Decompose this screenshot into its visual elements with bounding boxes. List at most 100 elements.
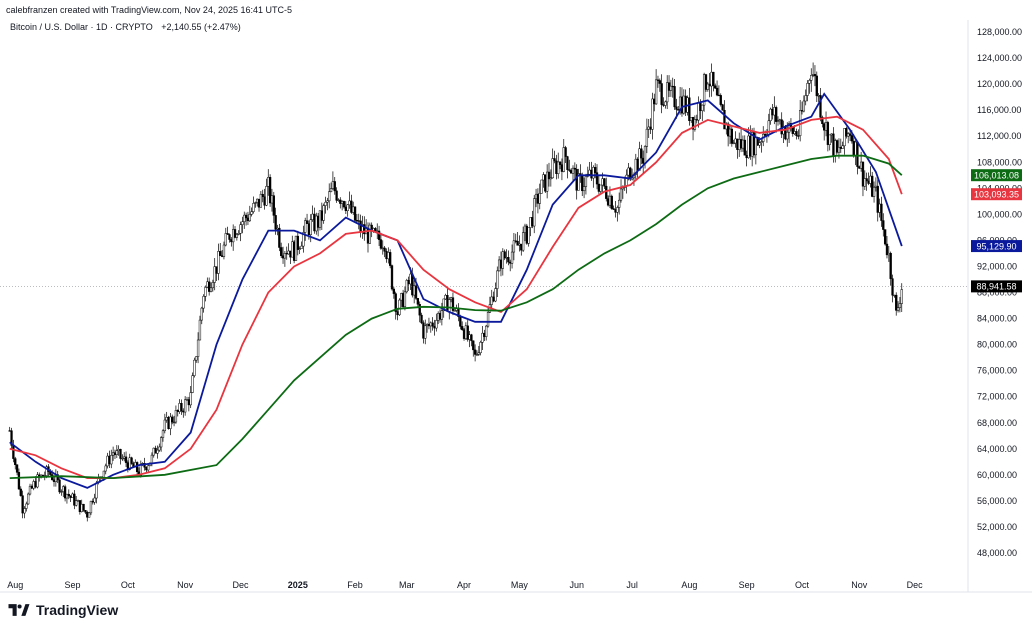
candle-body — [521, 232, 525, 251]
candle-body — [405, 280, 408, 293]
candle-body — [165, 417, 168, 421]
candle-body — [208, 281, 211, 292]
candle-body — [501, 251, 504, 269]
candle-body — [12, 445, 15, 459]
candle-body — [8, 430, 11, 432]
candle-body — [52, 479, 56, 482]
candle-body — [848, 133, 852, 136]
candle-body — [667, 82, 671, 91]
candle-body — [69, 495, 72, 498]
candle-body — [536, 193, 540, 204]
candle-body — [815, 75, 818, 97]
candle-body — [758, 142, 761, 146]
candle-body — [58, 479, 61, 493]
candle-body — [305, 220, 309, 224]
candle-body — [222, 244, 226, 257]
candle-body — [326, 200, 329, 203]
candle-body — [745, 154, 748, 159]
candle-body — [172, 421, 176, 424]
brand-name: TradingView — [36, 602, 119, 618]
candle-body — [78, 500, 82, 512]
candle-body — [614, 209, 617, 213]
candle-body — [195, 356, 198, 361]
candle-body — [509, 261, 512, 264]
candle-body — [313, 213, 316, 232]
candle-body — [339, 199, 342, 204]
candle-body — [145, 466, 148, 471]
candle-body — [835, 140, 839, 153]
candle-body — [398, 299, 401, 316]
price-tick-label: 68,000.00 — [977, 418, 1017, 428]
candle-body — [823, 123, 826, 131]
candle-body — [582, 186, 586, 192]
candle-body — [858, 166, 861, 169]
candle-body — [734, 138, 737, 144]
candle-body — [403, 291, 407, 307]
last-price-badge-label: 88,941.58 — [976, 282, 1016, 292]
candle-body — [636, 158, 639, 171]
candle-body — [17, 472, 21, 490]
price-tick-label: 124,000.00 — [977, 53, 1022, 63]
candle-body — [481, 332, 484, 343]
candle-body — [394, 293, 397, 312]
candle-body — [217, 251, 220, 274]
candle-body — [749, 135, 752, 157]
moving-average-line-3 — [9, 154, 903, 480]
candle-body — [110, 455, 113, 465]
candle-body — [230, 239, 233, 243]
moving-average-line-2 — [9, 115, 903, 479]
candle-body — [485, 325, 488, 337]
candle-body — [483, 332, 486, 337]
price-axis[interactable]: 128,000.00 124,000.00 120,000.00 116,000.00… — [977, 27, 1022, 558]
candle-body — [429, 322, 432, 327]
time-axis[interactable]: Aug Sep Oct Nov Dec 2025 Feb Mar Apr May Jun Jul Aug… — [7, 580, 923, 590]
candle-body — [21, 495, 24, 514]
price-tick-label: 48,000.00 — [977, 548, 1017, 558]
price-tick-label: 84,000.00 — [977, 314, 1017, 324]
candle-body — [121, 458, 124, 460]
candle-body — [828, 134, 831, 145]
candle-body — [603, 178, 606, 187]
price-change: +2,140.55 (+2.47%) — [161, 22, 241, 32]
candle-body — [813, 74, 817, 77]
candle-body — [865, 178, 868, 182]
candle-body — [311, 213, 314, 220]
candle-body — [867, 180, 870, 184]
candle-body — [147, 465, 150, 471]
candle-body — [778, 119, 782, 121]
symbol-legend[interactable]: Bitcoin / U.S. Dollar · 1D · CRYPTO +2,1… — [10, 22, 241, 32]
candle-body — [316, 215, 320, 228]
candle-body — [163, 419, 166, 432]
candle-body — [200, 307, 203, 321]
candle-body — [291, 241, 294, 258]
price-tick-label: 120,000.00 — [977, 79, 1022, 89]
candle-body — [446, 295, 449, 312]
candle-body — [688, 97, 691, 121]
candle-body — [113, 452, 117, 455]
candle-body — [390, 265, 394, 290]
candle-body — [449, 297, 453, 300]
candle-body — [193, 359, 196, 376]
candle-body — [67, 493, 70, 497]
candle-body — [499, 259, 503, 269]
candle-body — [843, 128, 846, 147]
candle-body — [605, 185, 608, 199]
candle-body — [732, 142, 735, 145]
candle-body — [169, 416, 172, 429]
candle-body — [468, 334, 471, 340]
candle-body — [182, 410, 185, 413]
candle-body — [874, 185, 878, 188]
candle-body — [189, 392, 192, 406]
candle-body — [401, 293, 405, 307]
candle-body — [389, 252, 392, 266]
candle-body — [518, 243, 521, 246]
candle-body — [557, 161, 560, 174]
ma-price-badge-2 — [971, 188, 1022, 201]
candle-body — [80, 503, 83, 512]
candle-body — [93, 497, 96, 503]
candle-body — [653, 98, 656, 105]
candle-body — [527, 227, 530, 244]
candle-body — [800, 110, 804, 112]
candle-body — [496, 270, 499, 289]
